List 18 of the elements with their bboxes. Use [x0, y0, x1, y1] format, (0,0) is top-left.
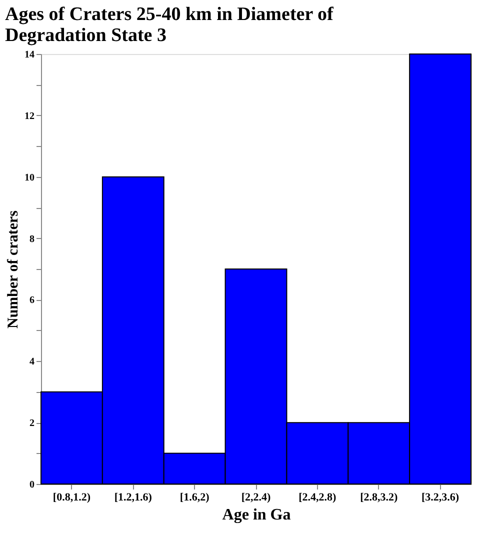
y-tick-label: 0: [30, 480, 34, 490]
y-tick-label: 14: [24, 50, 34, 60]
x-tick-label: [2.8,3.2): [360, 492, 398, 504]
x-axis-title: Age in Ga: [222, 506, 291, 524]
x-tick-label: [1.6,2): [180, 492, 210, 504]
y-axis-title: Number of craters: [6, 210, 22, 329]
y-tick-label: 8: [30, 234, 34, 245]
x-tick-label: [2,2.4): [241, 492, 271, 504]
y-tick-label: 12: [24, 110, 34, 122]
y-tick-label: 6: [30, 295, 34, 306]
chart-title: Ages of Craters 25-40 km in Diameter of Degradation State 3: [5, 4, 334, 46]
x-tick-label: [0.8,1.2): [52, 492, 91, 504]
x-tick-label: [2.4,2.8): [298, 492, 337, 504]
x-tick-label: [3.2,3.6): [421, 492, 460, 504]
y-tick-label: 10: [24, 172, 34, 184]
y-tick-label: 4: [30, 356, 34, 368]
y-tick-label: 2: [30, 418, 34, 430]
x-tick-label: [1.2,1.6): [114, 492, 152, 504]
